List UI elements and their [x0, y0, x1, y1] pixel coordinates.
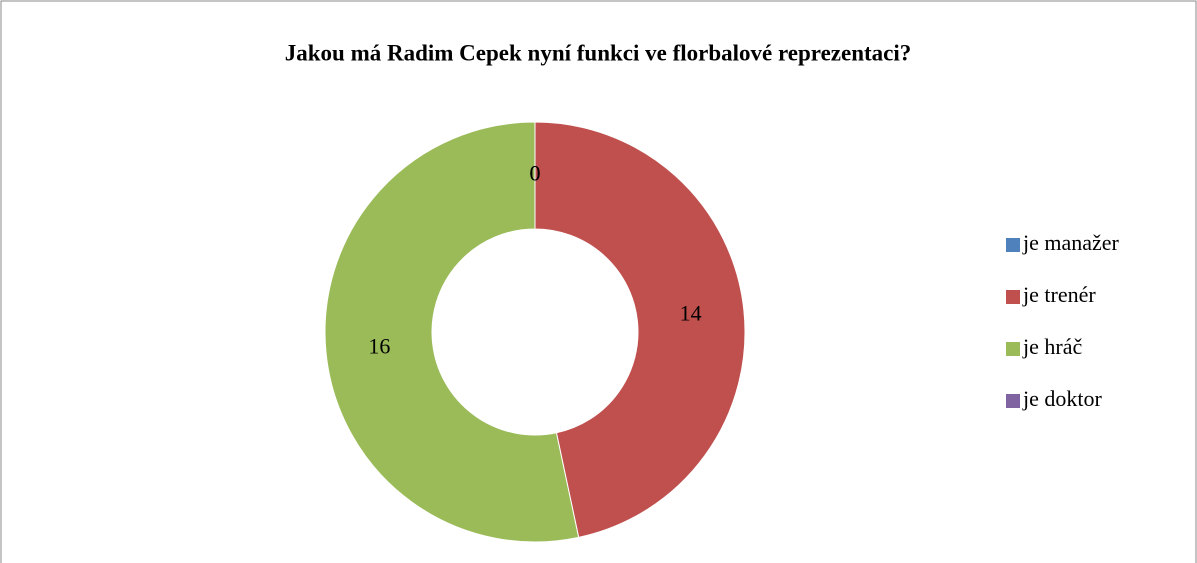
legend-label: je hráč [1022, 334, 1082, 359]
legend-swatch [1006, 290, 1020, 304]
donut-slice [324, 121, 580, 543]
legend-swatch [1006, 238, 1020, 252]
donut-slice [534, 121, 746, 539]
legend-swatch [1006, 394, 1020, 408]
legend-label: je manažer [1022, 230, 1120, 255]
data-label: 0 [530, 161, 541, 186]
data-label: 16 [368, 333, 390, 358]
legend-swatch [1006, 342, 1020, 356]
legend-label: je doktor [1022, 386, 1102, 411]
data-label: 0 [530, 161, 541, 186]
legend-label: je trenér [1022, 282, 1096, 307]
chart-title: Jakou má Radim Cepek nyní funkci ve flor… [285, 40, 912, 65]
data-label: 14 [680, 301, 702, 326]
